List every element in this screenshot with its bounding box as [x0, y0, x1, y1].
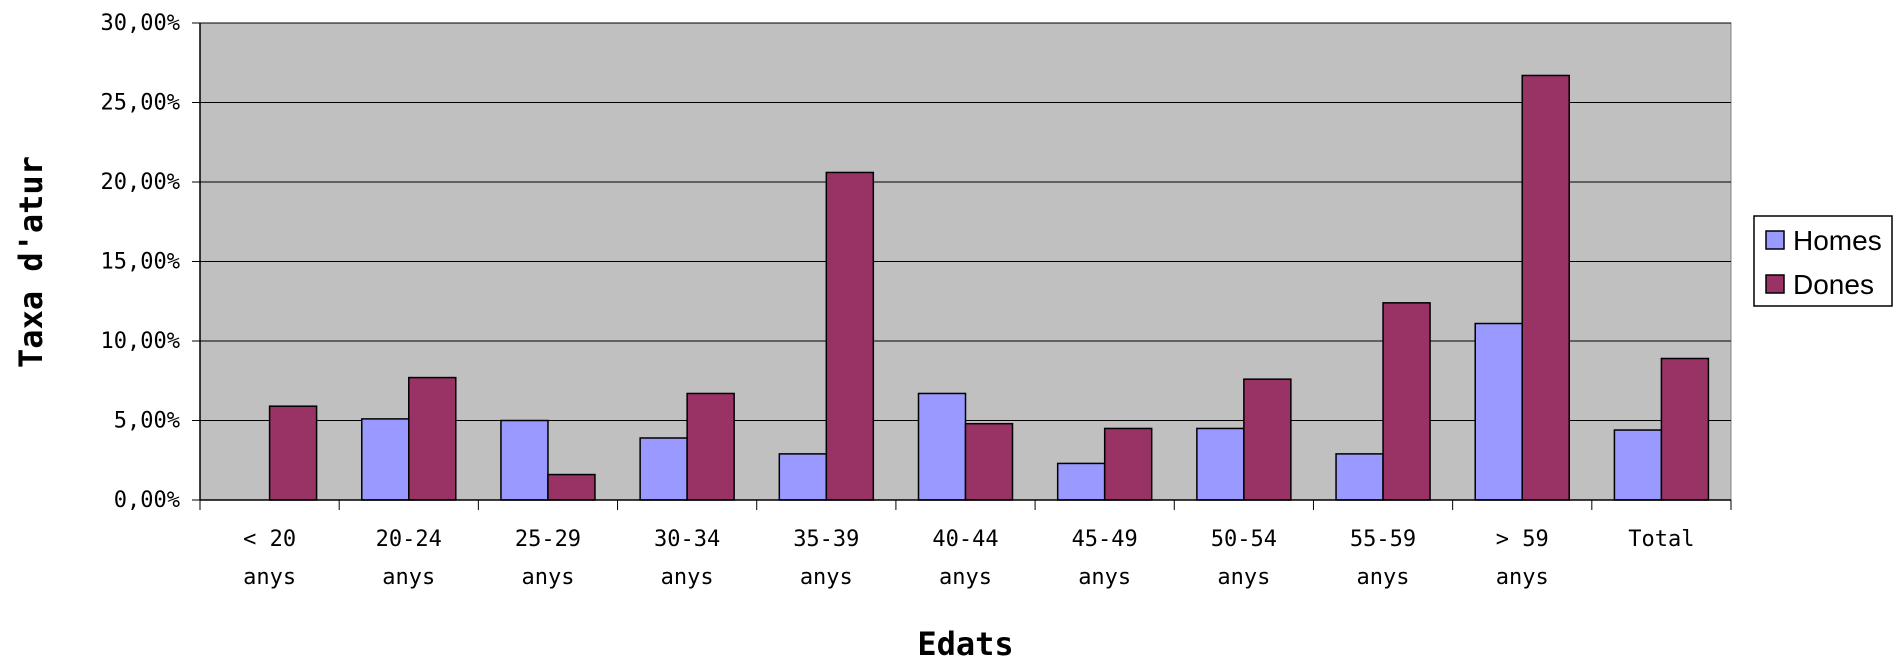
x-tick-label: 55-59: [1350, 527, 1416, 552]
bar-dones: [686, 392, 735, 501]
x-tick-label: Total: [1628, 527, 1694, 552]
bar-dones: [964, 422, 1014, 501]
x-tick-label: anys: [382, 565, 435, 590]
legend-swatch-dones: [1765, 274, 1785, 294]
y-tick-label: 25,00%: [101, 91, 180, 116]
bar-dones: [1521, 74, 1570, 501]
bar-homes: [639, 437, 688, 501]
y-tick-label: 10,00%: [101, 329, 180, 354]
bars: [268, 74, 1710, 501]
x-tick-label: anys: [939, 565, 992, 590]
x-tick-label: 20-24: [376, 527, 442, 552]
x-tick-label: anys: [243, 565, 296, 590]
x-tick-label: 35-39: [793, 527, 859, 552]
bar-homes: [778, 453, 828, 501]
y-tick-label: 30,00%: [101, 11, 180, 36]
y-tick-label: 20,00%: [101, 170, 180, 195]
y-axis-ticks: 0,00% 5,00% 10,00% 15,00% 20,00% 25,00% 30,00%: [101, 11, 200, 513]
x-tick-label: 40-44: [932, 527, 998, 552]
x-tick-label: 45-49: [1072, 527, 1138, 552]
bar-homes: [1335, 453, 1384, 501]
y-tick-label: 0,00%: [114, 488, 180, 513]
x-tick-label: 50-54: [1211, 527, 1277, 552]
bar-dones: [268, 405, 318, 501]
x-tick-label: anys: [661, 565, 714, 590]
legend-label-dones: Dones: [1793, 269, 1874, 300]
x-tick-label: anys: [1078, 565, 1131, 590]
bar-dones: [1382, 302, 1431, 501]
legend-swatch-homes: [1765, 230, 1785, 250]
bar-homes: [361, 418, 410, 501]
bar-dones: [408, 376, 457, 501]
x-tick-label: anys: [800, 565, 853, 590]
x-tick-label: anys: [1357, 565, 1410, 590]
x-tick-label: 25-29: [515, 527, 581, 552]
bar-dones: [1103, 427, 1153, 501]
x-tick-label: anys: [521, 565, 574, 590]
legend-label-homes: Homes: [1793, 225, 1882, 256]
bar-dones: [825, 171, 875, 501]
x-tick-label: anys: [1217, 565, 1270, 590]
bar-homes: [1056, 462, 1106, 501]
bar-homes: [1196, 427, 1245, 501]
x-tick-label: > 59: [1496, 527, 1549, 552]
x-axis-title: Edats: [917, 625, 1013, 658]
legend: Homes Dones: [1753, 215, 1893, 307]
bar-dones: [1660, 357, 1710, 501]
bar-dones: [547, 473, 596, 501]
bar-homes: [1474, 322, 1523, 501]
bar-dones: [1243, 378, 1292, 501]
x-tick-label: anys: [1496, 565, 1549, 590]
bar-homes: [500, 419, 549, 501]
x-tick-label: 30-34: [654, 527, 720, 552]
x-axis-ticks: < 20 anys 20-24 anys 25-29 anys 30-34 anys 35-39…: [199, 500, 1732, 590]
bar-homes: [1613, 429, 1663, 501]
y-tick-label: 15,00%: [101, 250, 180, 275]
bar-homes: [917, 392, 967, 501]
y-axis-title: Taxa d'atur: [12, 156, 50, 368]
x-tick-label: < 20: [243, 527, 296, 552]
y-tick-label: 5,00%: [114, 409, 180, 434]
